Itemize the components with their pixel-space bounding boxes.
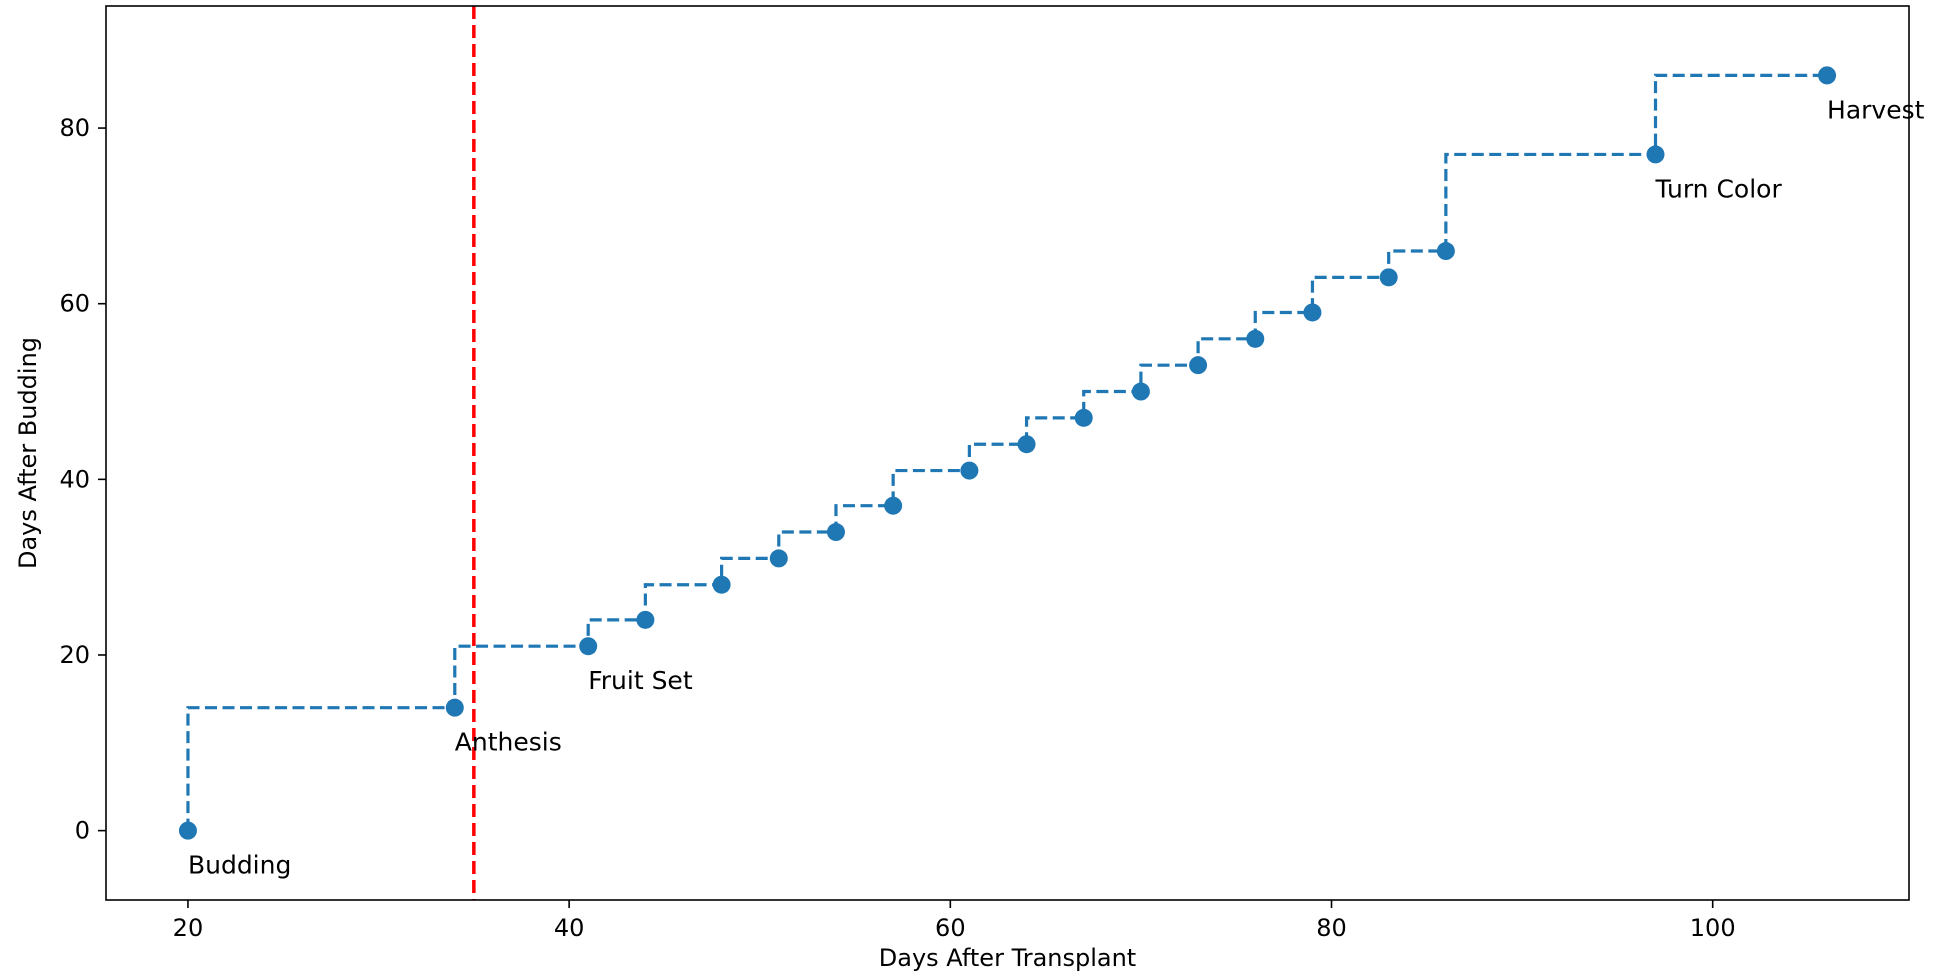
data-point [1131,382,1150,401]
annotation-label: Anthesis [455,728,562,757]
data-point [826,523,845,542]
series-step-line [186,73,1828,831]
y-tick-label: 60 [59,290,90,318]
y-tick-label: 80 [59,114,90,142]
y-axis-label: Days After Budding [14,337,42,569]
x-tick-label: 60 [935,914,966,942]
annotation-label: Fruit Set [588,666,693,695]
y-tick-label: 40 [59,465,90,493]
annotation-label: Budding [188,851,291,880]
data-point [1074,408,1093,427]
data-point [1303,303,1322,322]
data-point [769,549,788,568]
data-point [960,461,979,480]
y-tick-label: 0 [75,817,90,845]
x-tick-label: 40 [554,914,585,942]
data-point [1646,145,1665,164]
data-point [1017,435,1036,454]
x-tick-label: 100 [1690,914,1736,942]
data-point [1436,242,1455,261]
data-point [1246,329,1265,348]
annotation-label: Harvest [1827,95,1925,124]
x-tick-label: 20 [173,914,204,942]
x-tick-label: 80 [1316,914,1347,942]
data-point [579,637,598,656]
data-point [1818,66,1837,85]
data-point [178,821,197,840]
data-point [1379,268,1398,287]
x-axis-label: Days After Transplant [879,944,1136,972]
data-point [884,496,903,515]
data-point [636,610,655,629]
data-point [445,698,464,717]
plot-frame [105,5,1910,901]
data-point [712,575,731,594]
annotation-label: Turn Color [1655,174,1783,203]
data-point [1189,356,1208,375]
y-tick-label: 20 [59,641,90,669]
